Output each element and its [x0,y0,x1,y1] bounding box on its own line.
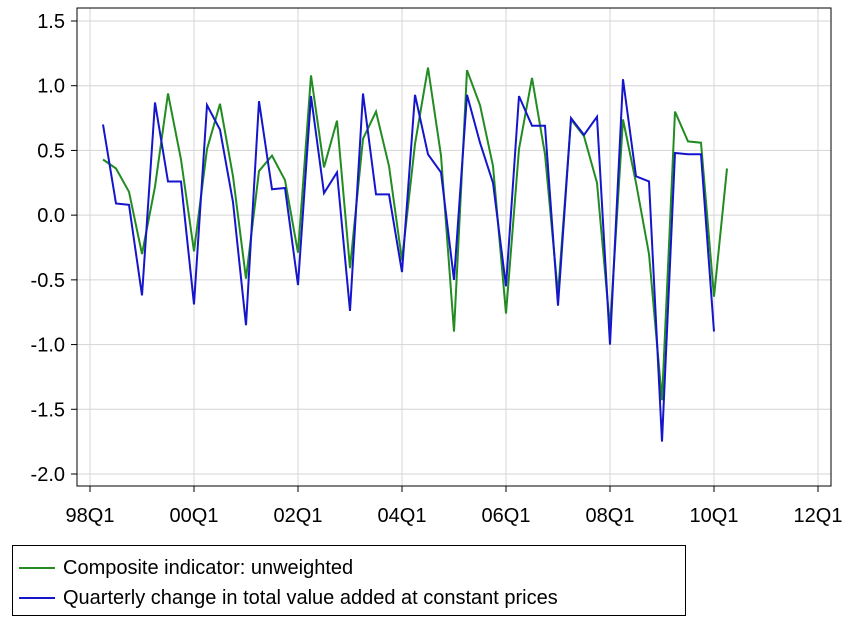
y-tick-label: -1.5 [31,399,65,421]
plot-frame [76,7,832,487]
x-tick-label: 12Q1 [794,505,843,527]
legend-label-value-added: Quarterly change in total value added at… [63,586,558,609]
legend-swatch-green [19,567,55,569]
y-tick-label: -2.0 [31,464,65,486]
x-tick-label: 04Q1 [378,505,427,527]
series-line-composite [102,67,728,401]
plot-area [77,8,831,486]
legend-item-composite: Composite indicator: unweighted [19,553,353,583]
y-tick-label: 1.0 [37,76,65,98]
y-tick-label: 0.0 [37,205,65,227]
legend: Composite indicator: unweighted Quarterl… [12,545,686,616]
x-tick-label: 06Q1 [482,505,531,527]
legend-swatch-blue [19,597,55,599]
series-line-value-added [102,79,715,442]
y-tick-label: 1.5 [37,11,65,33]
legend-label-composite: Composite indicator: unweighted [63,556,354,579]
legend-item-value-added: Quarterly change in total value added at… [19,583,558,613]
series-group [102,67,728,442]
y-tick-label: 0.5 [37,140,65,162]
y-tick-label: -1.0 [31,335,65,357]
y-tick-label: -0.5 [31,270,65,292]
x-tick-label: 10Q1 [690,505,739,527]
x-tick-label: 98Q1 [66,505,115,527]
x-tick-label: 02Q1 [274,505,323,527]
x-tick-label: 08Q1 [586,505,635,527]
x-tick-label: 00Q1 [170,505,219,527]
